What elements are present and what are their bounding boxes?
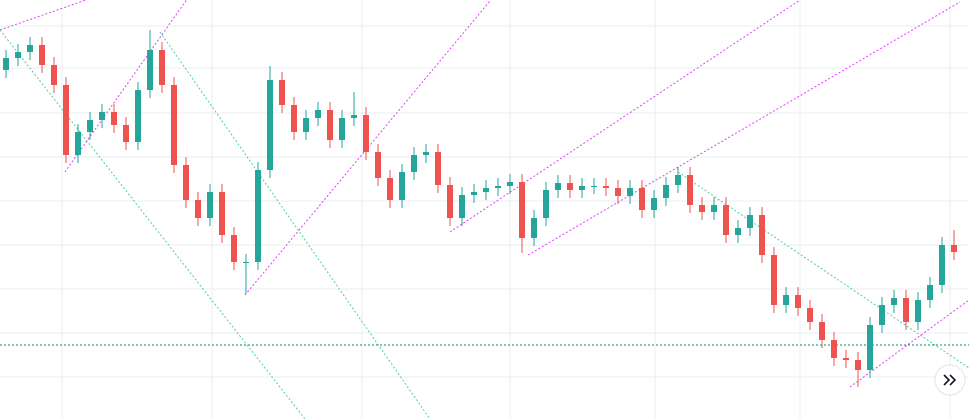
- candle-body: [15, 52, 21, 58]
- scroll-button[interactable]: [934, 364, 966, 396]
- candle-body: [243, 262, 249, 263]
- candle-body: [939, 245, 945, 285]
- candle-body: [387, 178, 393, 200]
- candle-body: [855, 360, 861, 370]
- candle-body: [483, 188, 489, 192]
- candle-body: [315, 110, 321, 118]
- candle-body: [723, 205, 729, 235]
- candle-body: [531, 218, 537, 238]
- candle-body: [771, 255, 777, 305]
- candle-body: [255, 170, 261, 262]
- trend-line: [527, 1, 961, 256]
- trend-line: [677, 171, 969, 369]
- candle-body: [687, 175, 693, 205]
- candle-body: [783, 295, 789, 305]
- candle-body: [111, 112, 117, 125]
- candle-body: [867, 325, 873, 370]
- trend-line: [244, 0, 492, 296]
- candle-body: [567, 183, 573, 190]
- candle-body: [903, 298, 909, 322]
- candle-body: [603, 186, 609, 188]
- candle-body: [159, 50, 165, 85]
- candle-body: [579, 186, 585, 190]
- candle-body: [915, 300, 921, 322]
- candle-body: [351, 115, 357, 118]
- candle-body: [519, 182, 525, 238]
- candle-body: [51, 65, 57, 85]
- candle-body: [303, 118, 309, 132]
- candle-body: [675, 175, 681, 185]
- trend-line: [159, 31, 431, 419]
- candle-body: [879, 305, 885, 325]
- candle-body: [87, 120, 93, 132]
- candles: [3, 30, 957, 387]
- candle-body: [147, 50, 153, 90]
- candle-body: [651, 198, 657, 210]
- candle-body: [27, 45, 33, 52]
- trend-line: [449, 0, 801, 233]
- candle-body: [135, 90, 141, 142]
- candle-body: [735, 228, 741, 235]
- candle-body: [819, 322, 825, 340]
- candle-body: [759, 215, 765, 255]
- candle-body: [507, 182, 513, 186]
- candle-body: [183, 165, 189, 200]
- candle-body: [63, 85, 69, 155]
- candle-body: [99, 112, 105, 120]
- candle-body: [219, 192, 225, 235]
- candle-body: [663, 185, 669, 198]
- candle-body: [75, 132, 81, 155]
- candle-body: [411, 155, 417, 172]
- candle-body: [795, 295, 801, 308]
- candle-body: [231, 235, 237, 262]
- candle-body: [747, 215, 753, 228]
- candle-body: [555, 183, 561, 190]
- candle-body: [927, 285, 933, 300]
- candle-body: [171, 85, 177, 165]
- candle-body: [291, 105, 297, 132]
- candle-body: [843, 358, 849, 360]
- candle-body: [435, 152, 441, 185]
- candle-body: [327, 110, 333, 140]
- candle-body: [447, 185, 453, 218]
- candle-body: [615, 188, 621, 196]
- candle-body: [891, 298, 897, 305]
- candle-body: [3, 58, 9, 70]
- candle-body: [39, 45, 45, 65]
- candle-body: [123, 125, 129, 142]
- candle-body: [195, 200, 201, 218]
- trend-line: [64, 0, 188, 173]
- candle-body: [591, 186, 597, 187]
- button-icon[interactable]: [943, 374, 957, 386]
- candle-body: [951, 245, 957, 252]
- candle-body: [627, 188, 633, 196]
- candle-body: [699, 205, 705, 212]
- candle-body: [279, 80, 285, 105]
- trend-line: [0, 0, 88, 31]
- candle-body: [363, 115, 369, 152]
- candle-body: [471, 192, 477, 195]
- candle-body: [267, 80, 273, 170]
- horizontal-grid: [0, 25, 969, 378]
- candle-body: [711, 205, 717, 212]
- candle-body: [807, 308, 813, 322]
- candle-body: [459, 195, 465, 218]
- candle-body: [423, 152, 429, 155]
- candle-body: [543, 190, 549, 218]
- candle-body: [831, 340, 837, 358]
- candle-body: [639, 188, 645, 210]
- candle-body: [399, 172, 405, 200]
- candle-body: [375, 152, 381, 178]
- candle-body: [207, 192, 213, 218]
- candle-body: [495, 186, 501, 188]
- candle-body: [339, 118, 345, 140]
